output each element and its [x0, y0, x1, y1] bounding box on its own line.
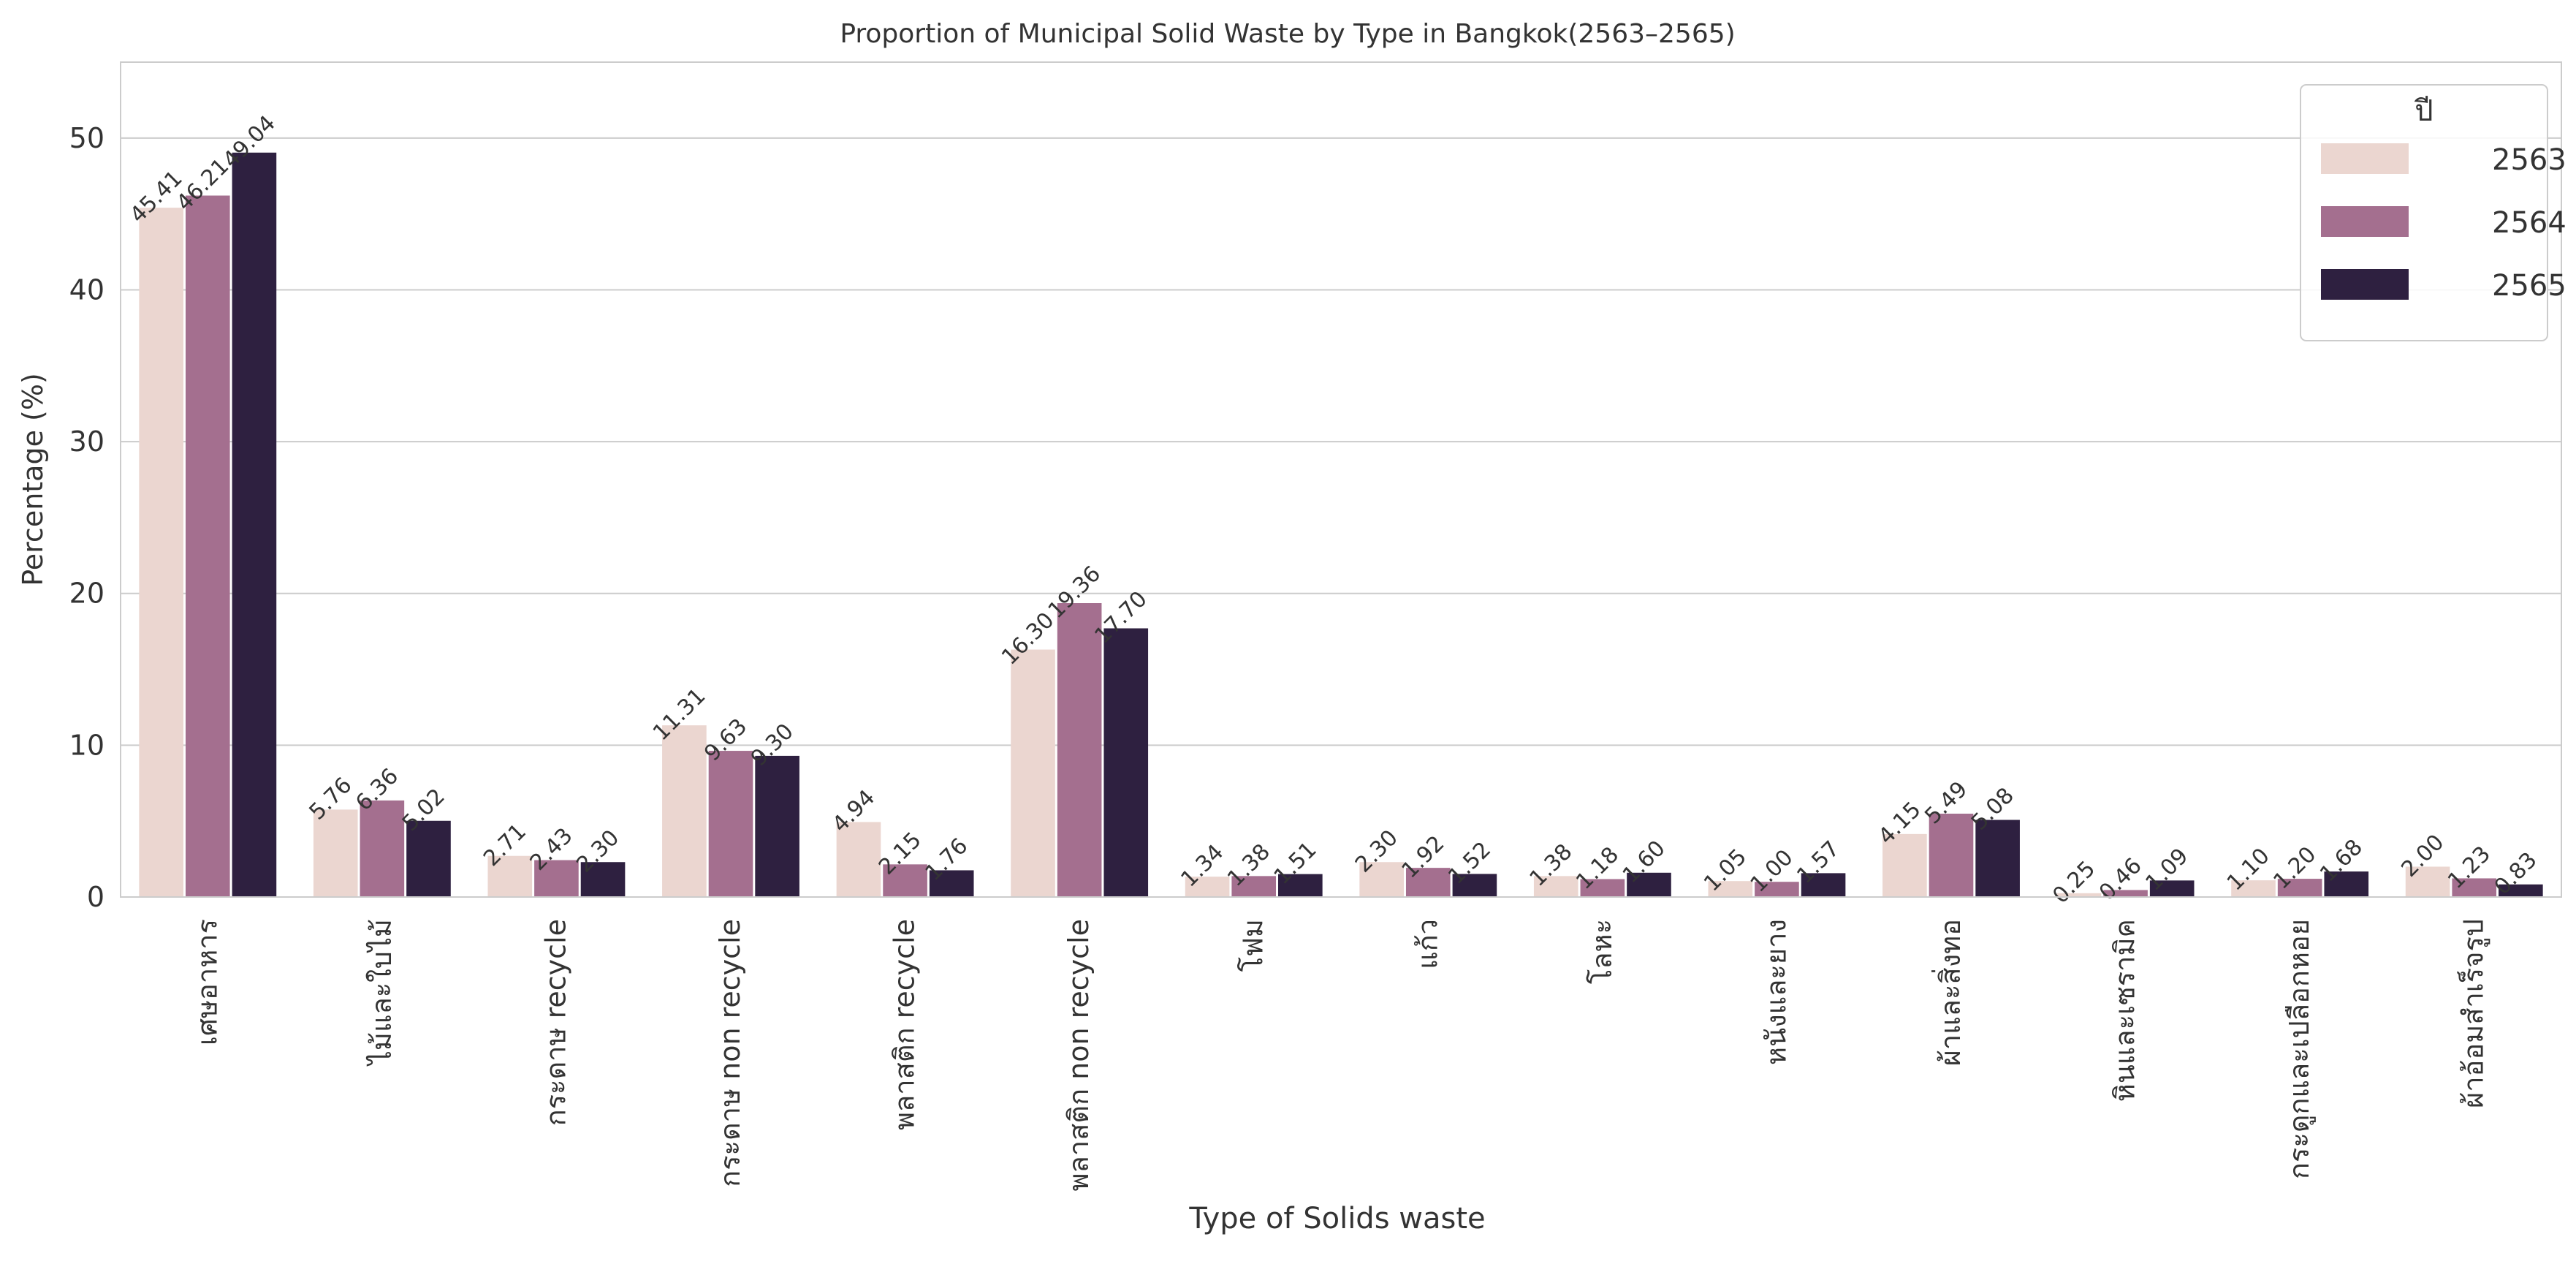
- bar: [406, 820, 451, 897]
- y-tick-label: 0: [87, 881, 105, 913]
- bar: [836, 822, 881, 897]
- bar: [1801, 873, 1846, 897]
- bar: [2324, 871, 2369, 897]
- bar: [139, 208, 183, 897]
- bar: [2452, 878, 2497, 897]
- bar: [1057, 603, 1102, 897]
- y-tick-label: 50: [69, 122, 105, 154]
- bar: [534, 860, 579, 897]
- bar: [1533, 876, 1578, 897]
- legend: ปี 2563 2564 2565: [2300, 84, 2566, 341]
- bar: [1405, 868, 1451, 897]
- legend-items: 2563 2564 2565: [2321, 143, 2566, 303]
- bar: [1359, 862, 1404, 897]
- bar: [313, 809, 358, 897]
- bar: [1278, 874, 1323, 897]
- y-axis-title: Percentage (%): [17, 373, 49, 586]
- chart-title: Proportion of Municipal Solid Waste by T…: [840, 19, 1735, 49]
- bar: [1627, 872, 1671, 897]
- bar: [1929, 814, 1974, 897]
- x-tick-label: ผ้าอ้อมสำเร็จรูป: [2457, 919, 2490, 1108]
- bar: [662, 725, 707, 897]
- legend-swatch: [2321, 206, 2409, 237]
- x-tick-label: พลาสติก non recycle: [1063, 919, 1095, 1192]
- bar-group: [139, 152, 2543, 898]
- x-tick-label: เศษอาหาร: [191, 919, 223, 1045]
- bar: [1011, 649, 1055, 897]
- bar: [1882, 833, 1927, 897]
- bar: [1708, 881, 1753, 897]
- bar: [1103, 628, 1149, 897]
- plot-frame: [120, 61, 2562, 898]
- bar: [2405, 866, 2450, 897]
- legend-swatch: [2321, 143, 2409, 174]
- x-tick-label: โลหะ: [1586, 919, 1618, 984]
- x-tick-labels: เศษอาหาร ไม้และใบไม้ กระดาษ recycle กระดาษ …: [191, 919, 2490, 1192]
- legend-label: 2564: [2492, 206, 2566, 240]
- y-tick-label: 40: [69, 273, 105, 306]
- x-tick-label: กระดาษ non recycle: [714, 919, 746, 1187]
- bar: [580, 862, 626, 897]
- bar: [360, 800, 405, 897]
- legend-title: ปี: [2414, 94, 2433, 128]
- x-axis-title: Type of Solids waste: [1188, 1202, 1485, 1235]
- bar: [1231, 876, 1277, 897]
- x-tick-label: หินและเซรามิค: [2109, 919, 2141, 1102]
- bar: [755, 755, 799, 897]
- x-tick-label: กระดูกและเปลือกหอย: [2283, 919, 2316, 1179]
- bar: [929, 870, 974, 897]
- y-tick-label: 10: [69, 729, 105, 761]
- bar: [2231, 880, 2276, 897]
- bar: [1755, 882, 1799, 897]
- legend-swatch: [2321, 269, 2409, 300]
- y-tick-label: 20: [69, 578, 105, 610]
- y-tick-labels: 0 10 20 30 40 50: [69, 122, 105, 913]
- x-tick-label: กระดาษ recycle: [539, 919, 571, 1126]
- bar: [487, 855, 533, 897]
- legend-label: 2563: [2492, 143, 2566, 177]
- bar: [1580, 879, 1625, 897]
- bar: [2103, 890, 2148, 897]
- bar: [2277, 879, 2322, 897]
- bar: [2499, 884, 2543, 897]
- x-tick-label: พลาสติก recycle: [889, 919, 921, 1130]
- x-tick-label: ผ้าและสิ่งทอ: [1931, 919, 1967, 1066]
- x-tick-label: หนังและยาง: [1760, 919, 1792, 1065]
- x-tick-label: ไม้และใบไม้: [365, 919, 398, 1067]
- y-tick-label: 30: [69, 425, 105, 458]
- bar: [2149, 880, 2195, 897]
- legend-label: 2565: [2492, 269, 2566, 303]
- bar: [1452, 874, 1497, 897]
- bar: [1975, 820, 2020, 897]
- x-tick-label: โฟม: [1237, 919, 1269, 972]
- bar: [185, 195, 230, 898]
- bar: [232, 152, 277, 897]
- bar: [883, 864, 927, 897]
- bar: [708, 751, 753, 897]
- bar: [1185, 877, 1230, 897]
- bar: [2056, 893, 2102, 897]
- x-tick-label: แก้ว: [1411, 919, 1443, 969]
